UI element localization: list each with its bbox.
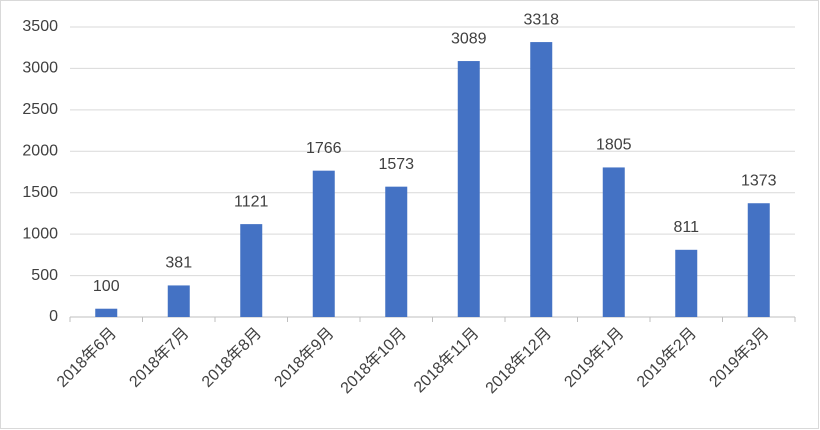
bar xyxy=(602,167,625,317)
y-tick-label: 2500 xyxy=(22,101,58,118)
y-tick-label: 3000 xyxy=(22,60,58,77)
bar xyxy=(530,42,553,317)
data-label: 1766 xyxy=(306,140,342,157)
bar xyxy=(240,224,263,317)
bar xyxy=(167,285,190,317)
data-label: 381 xyxy=(165,255,192,272)
bar xyxy=(385,186,408,317)
y-tick-label: 3500 xyxy=(22,18,58,35)
y-tick-label: 1500 xyxy=(22,184,58,201)
data-label: 811 xyxy=(673,219,699,236)
bar xyxy=(457,61,480,317)
y-tick-label: 0 xyxy=(49,308,58,325)
bar xyxy=(95,308,118,317)
data-label: 1121 xyxy=(234,193,269,210)
data-label: 3318 xyxy=(523,11,559,28)
data-label: 3089 xyxy=(451,30,487,47)
bar xyxy=(675,249,698,317)
y-tick-label: 500 xyxy=(31,267,58,284)
data-label: 100 xyxy=(93,278,120,295)
bar xyxy=(747,203,770,317)
y-tick-label: 2000 xyxy=(22,143,58,160)
data-label: 1573 xyxy=(378,156,414,173)
data-label: 1373 xyxy=(741,172,777,189)
y-tick-label: 1000 xyxy=(22,225,58,242)
bar xyxy=(312,170,335,317)
data-label: 1805 xyxy=(596,137,632,154)
